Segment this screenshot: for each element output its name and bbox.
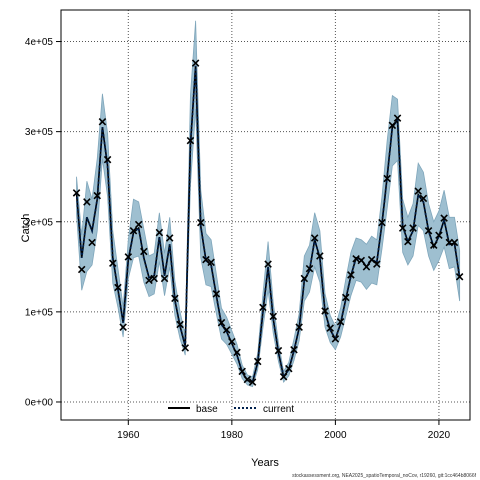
observed-point (114, 283, 122, 292)
observed-point (455, 272, 464, 281)
observed-point (93, 191, 102, 200)
observed-point (424, 227, 433, 235)
observed-point (419, 194, 428, 203)
observed-point (259, 303, 267, 312)
observed-point (129, 227, 138, 235)
observed-point (336, 318, 345, 326)
observed-point (326, 324, 334, 332)
observed-point (248, 378, 257, 386)
observed-point (321, 307, 329, 315)
y-tick-label: 2e+05 (25, 217, 54, 228)
observed-point (72, 189, 81, 197)
observed-point (279, 372, 288, 381)
observed-point (134, 220, 143, 229)
observed-point (98, 117, 107, 126)
observed-point (264, 260, 272, 268)
observed-point (165, 234, 174, 242)
observed-point (186, 136, 195, 145)
observed-point (145, 276, 153, 285)
confidence-band (76, 20, 461, 388)
observed-point (435, 231, 443, 240)
observed-point (140, 247, 148, 256)
observed-point (305, 264, 314, 273)
observed-point (217, 318, 226, 327)
observed-point (197, 218, 205, 227)
observed-point (295, 323, 303, 331)
observed-point (222, 326, 231, 334)
confidence-band-layer (76, 20, 461, 388)
legend-current-label: current (263, 404, 294, 415)
observed-point (83, 198, 91, 206)
observed-marker-layer (72, 59, 464, 386)
observed-point (243, 375, 252, 384)
observed-point (285, 364, 293, 373)
observed-point (150, 274, 158, 283)
observed-point (357, 256, 366, 265)
plot-frame (60, 9, 471, 421)
y-tick-label: 3e+05 (25, 127, 54, 138)
legend-base-label: base (196, 404, 218, 415)
observed-point (398, 224, 407, 232)
y-axis-title: Catch (20, 214, 32, 243)
observed-point (228, 337, 236, 346)
observed-point (103, 155, 112, 164)
tick-layer: 1960 1980 2000 2020 0e+00 1e+05 2e+05 3e+05 4e+0… (25, 37, 451, 441)
observed-point (310, 234, 319, 242)
y-tick-label: 0e+00 (25, 397, 54, 408)
observed-point (119, 323, 127, 331)
observed-point (212, 290, 221, 298)
observed-point (269, 312, 278, 321)
observed-point (202, 255, 210, 264)
observed-point (274, 346, 283, 355)
observed-point (409, 224, 417, 232)
x-axis-title: Years (251, 457, 279, 469)
observed-point (341, 293, 350, 302)
observed-point (404, 237, 412, 246)
observed-point (331, 335, 340, 343)
footnote: stockassessment.org, NEA2025_spatioTempo… (292, 473, 477, 479)
observed-point (109, 259, 117, 267)
legend: base current (168, 404, 294, 415)
observed-point (383, 174, 391, 183)
series-line-current (75, 65, 461, 384)
observed-point (450, 238, 459, 247)
y-tick-label: 4e+05 (25, 37, 54, 48)
observed-point (373, 260, 381, 268)
x-tick-label: 1980 (221, 430, 244, 441)
observed-point (207, 258, 215, 267)
x-tick-label: 1960 (117, 430, 140, 441)
observed-point (181, 344, 190, 352)
observed-point (233, 348, 241, 357)
observed-point (88, 238, 96, 247)
y-tick-label: 1e+05 (25, 307, 54, 318)
x-tick-label: 2020 (428, 430, 451, 441)
observed-point (347, 271, 355, 279)
observed-point (393, 114, 402, 122)
observed-point (160, 274, 169, 283)
observed-point (77, 265, 86, 274)
observed-point (378, 218, 386, 227)
observed-point (124, 253, 133, 261)
observed-point (316, 252, 324, 260)
observed-point (171, 294, 179, 303)
observed-point (253, 357, 262, 366)
observed-point (352, 254, 360, 263)
observed-point (429, 241, 438, 249)
observed-point (290, 345, 298, 354)
observed-point (191, 59, 200, 67)
observed-point (414, 187, 422, 195)
x-tick-label: 2000 (324, 430, 347, 441)
observed-point (362, 263, 371, 271)
series-line-layer (75, 65, 461, 384)
observed-point (155, 228, 164, 237)
observed-point (388, 121, 397, 130)
observed-point (300, 274, 309, 283)
observed-point (440, 214, 448, 222)
observed-point (176, 320, 184, 329)
observed-point (238, 367, 246, 376)
